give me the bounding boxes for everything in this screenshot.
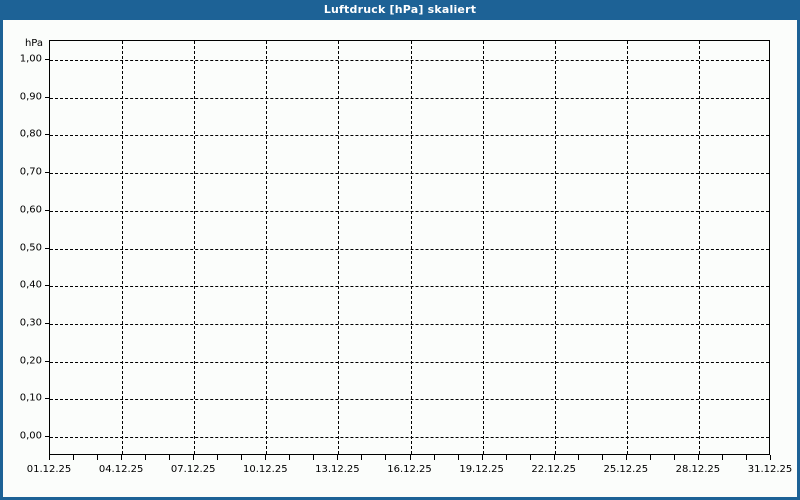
x-axis-tick-label: 19.12.25 — [459, 464, 504, 475]
gridline-vertical — [266, 41, 268, 454]
gridline-vertical — [410, 41, 412, 454]
x-axis-tick-mark — [337, 455, 339, 460]
x-axis-tick-mark — [313, 455, 315, 460]
gridline-horizontal — [50, 135, 769, 137]
x-axis-tick-mark — [721, 455, 723, 460]
y-axis-tick-label: 0,90 — [19, 91, 42, 103]
x-axis-tick-label: 04.12.25 — [98, 464, 144, 475]
gridline-horizontal — [50, 286, 769, 288]
gridline-vertical — [338, 41, 340, 454]
x-axis-tick-mark — [361, 455, 363, 460]
gridline-vertical — [698, 41, 700, 454]
x-axis-tick-label: 07.12.25 — [170, 464, 216, 475]
gridline-horizontal — [50, 399, 769, 401]
x-axis-tick-mark — [409, 455, 411, 460]
y-axis-tick-mark — [45, 172, 50, 174]
y-axis-tick-mark — [45, 436, 50, 437]
gridline-vertical — [194, 41, 196, 454]
gridline-horizontal — [50, 437, 769, 438]
x-axis-tick-mark — [49, 455, 50, 460]
gridline-horizontal — [50, 97, 769, 99]
chart-title-bar: Luftdruck [hPa] skaliert — [0, 0, 800, 20]
x-axis-tick-label: 31.12.25 — [747, 464, 793, 475]
x-axis-tick-mark — [385, 455, 387, 460]
x-axis-tick-label: 25.12.25 — [603, 464, 649, 475]
y-axis-caption: hPa — [24, 38, 43, 49]
plot-area — [49, 40, 770, 455]
y-axis-tick-label: 0,20 — [19, 355, 42, 367]
x-axis-tick-mark — [481, 455, 483, 460]
x-axis-tick-label: 01.12.25 — [26, 464, 72, 475]
x-axis-tick-mark — [73, 455, 75, 460]
x-axis-tick-mark — [265, 455, 267, 460]
x-axis-tick-mark — [289, 455, 291, 460]
gridline-horizontal — [50, 60, 769, 61]
x-axis-tick-mark — [601, 455, 603, 460]
x-axis-tick-mark — [577, 455, 579, 460]
x-axis-tick-mark — [169, 455, 171, 460]
x-axis-tick-mark — [145, 455, 147, 460]
y-axis-tick-label: 0,80 — [19, 128, 42, 140]
gridline-vertical — [122, 41, 124, 454]
y-axis-tick-label: 1,00 — [19, 53, 42, 65]
y-axis-tick-label: 0,60 — [19, 204, 42, 216]
x-axis-tick-mark — [193, 455, 195, 460]
y-axis-tick-label: 0,50 — [19, 242, 42, 253]
gridline-vertical — [482, 41, 484, 454]
gridline-horizontal — [50, 210, 769, 212]
y-axis-tick-mark — [45, 322, 50, 324]
x-axis-tick-mark — [553, 455, 555, 460]
y-axis-tick-mark — [45, 96, 50, 98]
gridline-vertical — [554, 41, 556, 454]
x-axis-tick-mark — [745, 455, 747, 460]
gridline-vertical — [626, 41, 628, 454]
x-axis-tick-mark — [673, 455, 675, 460]
y-axis-tick-mark — [45, 285, 50, 287]
y-axis-tick-mark — [45, 209, 50, 211]
y-axis-tick-label: 0,10 — [19, 392, 42, 404]
gridline-horizontal — [50, 323, 769, 325]
x-axis-tick-mark — [433, 455, 435, 460]
x-axis-tick-label: 10.12.25 — [243, 464, 288, 475]
gridline-horizontal — [50, 248, 769, 250]
gridline-horizontal — [50, 361, 769, 363]
x-axis-tick-label: 22.12.25 — [531, 464, 576, 475]
y-axis-tick-mark — [45, 247, 50, 249]
y-axis-tick-label: 0,30 — [19, 317, 42, 329]
x-axis-tick-mark — [121, 455, 123, 460]
x-axis-tick-mark — [217, 455, 219, 460]
x-axis-tick-mark — [241, 455, 243, 460]
y-axis-tick-label: 0,70 — [19, 166, 42, 178]
x-axis-tick-mark — [697, 455, 699, 460]
x-axis-tick-mark — [457, 455, 459, 460]
plot-inner — [50, 41, 769, 454]
gridline-horizontal — [50, 173, 769, 175]
x-axis-tick-mark — [505, 455, 507, 460]
x-axis-tick-label: 28.12.25 — [675, 464, 721, 475]
x-axis-tick-mark — [97, 455, 99, 460]
y-axis-tick-mark — [45, 134, 50, 136]
y-axis-tick-label: 0,00 — [19, 430, 42, 442]
y-axis-tick-mark — [45, 360, 50, 362]
y-axis-tick-mark — [45, 398, 50, 400]
y-axis-tick-mark — [45, 59, 50, 60]
chart-title: Luftdruck [hPa] skaliert — [323, 3, 477, 16]
data-series-layer — [50, 41, 769, 454]
x-axis-tick-mark — [770, 455, 771, 460]
x-axis-tick-mark — [625, 455, 627, 460]
x-axis-tick-label: 16.12.25 — [387, 464, 432, 475]
x-axis-tick-mark — [649, 455, 651, 460]
x-axis-tick-mark — [529, 455, 531, 460]
y-axis-tick-label: 0,40 — [19, 279, 42, 291]
x-axis-tick-label: 13.12.25 — [315, 464, 360, 475]
